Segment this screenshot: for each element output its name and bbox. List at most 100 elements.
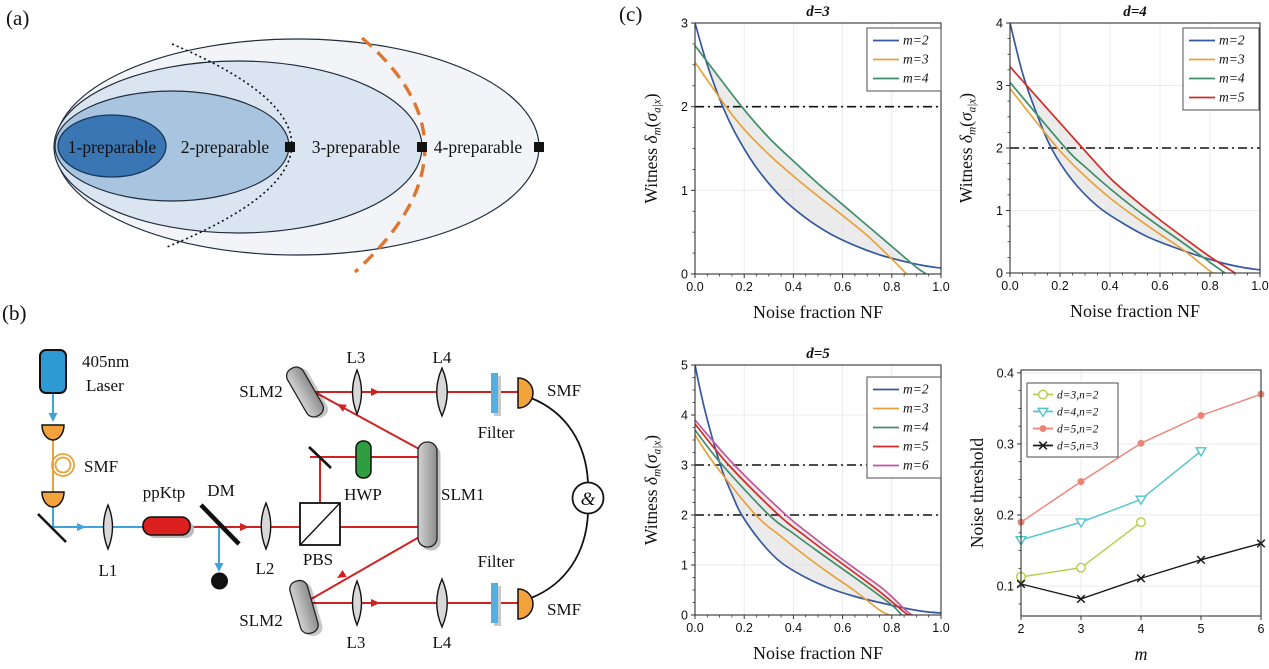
slm1-label: SLM1 xyxy=(441,485,484,504)
panel-b-label: (b) xyxy=(2,301,27,325)
l4-top-label: L4 xyxy=(433,348,452,367)
fiber-coupler-icon-2 xyxy=(41,491,65,508)
svg-text:0.2: 0.2 xyxy=(1051,279,1068,293)
svg-text:m=5: m=5 xyxy=(903,439,929,454)
l3-bottom-label: L3 xyxy=(347,633,366,652)
svg-text:m=2: m=2 xyxy=(903,33,929,48)
series-m=3 xyxy=(1010,88,1216,273)
chart-d5-title: d=5 xyxy=(806,346,830,362)
mirror-icon-input xyxy=(37,513,67,543)
smf-bottom-label: SMF xyxy=(547,600,581,619)
series-m=3 xyxy=(695,434,890,615)
svg-text:3: 3 xyxy=(681,459,688,473)
chart-d5-plot: 0.0 0.2 0.4 0.6 0.8 1.0 0 1 2 3 4 5 d=5 Noise fractio… xyxy=(641,346,950,663)
fiber-coupler-icon-1 xyxy=(41,424,65,441)
lens-L3-bottom xyxy=(351,579,363,627)
series-m=4 xyxy=(1010,81,1226,273)
lens-L4-top xyxy=(436,366,448,418)
svg-text:1.0: 1.0 xyxy=(932,621,949,635)
chart-threshold-plot: 2 3 4 5 6 0.1 0.2 0.3 0.4 m Noise threshold d=3,n=2… xyxy=(967,366,1266,664)
pbs-diagonal xyxy=(299,502,341,546)
svg-text:0.1: 0.1 xyxy=(997,580,1014,594)
series-m=4 xyxy=(695,429,903,615)
chart-d3: 0.0 0.2 0.4 0.6 0.8 1.0 0 1 2 3 d=3 Noise fraction … xyxy=(641,4,950,322)
l1-label: L1 xyxy=(99,561,118,580)
coincidence-counter-icon xyxy=(571,481,605,515)
svg-text:d=4,n=2: d=4,n=2 xyxy=(1057,407,1099,419)
chart-threshold-legend: d=3,n=2 d=4,n=2 d=5,n=2 d=5,n=3 xyxy=(1026,382,1119,458)
tick-labels: 2 3 4 5 6 0.1 0.2 0.3 0.4 xyxy=(997,366,1265,636)
svg-text:m=5: m=5 xyxy=(1219,90,1245,105)
mirror-icon-upper xyxy=(308,446,332,469)
laser-label-2: Laser xyxy=(86,376,124,395)
svg-text:0: 0 xyxy=(681,268,688,282)
hwp-label: HWP xyxy=(344,485,382,504)
pbs-label: PBS xyxy=(303,550,333,569)
dm-label: DM xyxy=(207,481,234,500)
chart-d3-ylabel: Witness δm(σa|x) xyxy=(641,93,664,203)
svg-text:m=2: m=2 xyxy=(903,382,929,397)
slm1-panel xyxy=(417,441,438,548)
label-4-preparable: 4-preparable xyxy=(434,137,523,157)
series-m=2 xyxy=(695,23,941,269)
svg-text:5: 5 xyxy=(681,359,688,373)
pump-beams xyxy=(50,393,220,570)
series-m=6 xyxy=(695,419,914,615)
chart-d4-plot: 0.0 0.2 0.4 0.6 0.8 1.0 0 1 2 3 4 d=4 Noise fraction… xyxy=(956,4,1269,321)
chart-d3-legend: m=2 m=3 m=4 xyxy=(866,27,942,92)
lens-L1 xyxy=(102,503,114,551)
series-d=4,n=2 xyxy=(1020,450,1202,541)
series-m=4 xyxy=(695,45,927,274)
chart-threshold-xlabel: m xyxy=(1135,644,1148,664)
filter-bottom-label: Filter xyxy=(478,552,515,571)
svg-text:0.0: 0.0 xyxy=(686,621,703,635)
svg-text:0.2: 0.2 xyxy=(736,621,753,635)
svg-text:2: 2 xyxy=(1018,622,1025,636)
chart-d3-title: d=3 xyxy=(806,4,830,20)
shaded-band xyxy=(713,441,903,608)
svg-text:m=6: m=6 xyxy=(903,458,929,473)
svg-text:1.0: 1.0 xyxy=(1251,279,1268,293)
tick-labels: 0.0 0.2 0.4 0.6 0.8 1.0 0 1 2 3 4 xyxy=(996,17,1269,294)
chart-noise-threshold: 2 3 4 5 6 0.1 0.2 0.3 0.4 m Noise threshold d=3,n=2… xyxy=(967,366,1266,664)
svg-text:0.4: 0.4 xyxy=(785,621,802,635)
tick-marks xyxy=(1017,372,1262,620)
svg-text:m=4: m=4 xyxy=(903,71,929,86)
chart-d5-xlabel: Noise fraction NF xyxy=(753,643,883,663)
svg-text:4: 4 xyxy=(996,17,1003,31)
svg-text:2: 2 xyxy=(681,509,688,523)
svg-text:0.4: 0.4 xyxy=(997,366,1014,380)
ppktp-label: ppKtp xyxy=(143,483,186,502)
minor-ticks xyxy=(1018,390,1021,605)
svg-text:0.3: 0.3 xyxy=(997,437,1014,451)
panel-a-diagram: 1-preparable 2-preparable 3-preparable 4… xyxy=(53,36,544,274)
tick-marks xyxy=(1006,22,1261,277)
svg-text:m=3: m=3 xyxy=(903,401,929,416)
svg-text:1: 1 xyxy=(681,559,688,573)
chart-d4-ylabel: Witness δm(σa|x) xyxy=(956,93,979,203)
series-m=3 xyxy=(695,61,908,274)
svg-text:6: 6 xyxy=(1258,622,1265,636)
label-1-preparable: 1-preparable xyxy=(68,137,157,157)
series-m=5 xyxy=(1010,66,1236,273)
tick-labels: 0.0 0.2 0.4 0.6 0.8 1.0 0 1 2 3 xyxy=(681,17,950,295)
extreme-point-marker-4 xyxy=(534,142,544,152)
svg-text:4: 4 xyxy=(681,409,688,423)
svg-text:0.0: 0.0 xyxy=(1001,279,1018,293)
svg-text:0.8: 0.8 xyxy=(1201,279,1218,293)
chart-d5: 0.0 0.2 0.4 0.6 0.8 1.0 0 1 2 3 4 5 d=5 Noise fractio… xyxy=(641,346,950,663)
slm2-top-mirror xyxy=(285,366,329,419)
coincidence-label: & xyxy=(581,489,596,510)
smf-fiber-label: SMF xyxy=(84,457,118,476)
svg-text:0: 0 xyxy=(996,267,1003,281)
slm2-bottom-mirror xyxy=(289,579,323,636)
chart-d5-ylabel: Witness δm(σa|x) xyxy=(641,435,664,545)
lens-L2 xyxy=(260,501,272,551)
label-3-preparable: 3-preparable xyxy=(312,137,401,157)
beam-arrows xyxy=(48,388,380,607)
svg-text:d=5,n=2: d=5,n=2 xyxy=(1057,424,1099,436)
filter-bottom-bar xyxy=(491,583,498,623)
panel-b-diagram: 405nm Laser SMF L1 ppKtp DM L2 PBS HWP S… xyxy=(37,348,605,652)
extreme-point-marker-3 xyxy=(417,142,427,152)
svg-text:3: 3 xyxy=(1078,622,1085,636)
